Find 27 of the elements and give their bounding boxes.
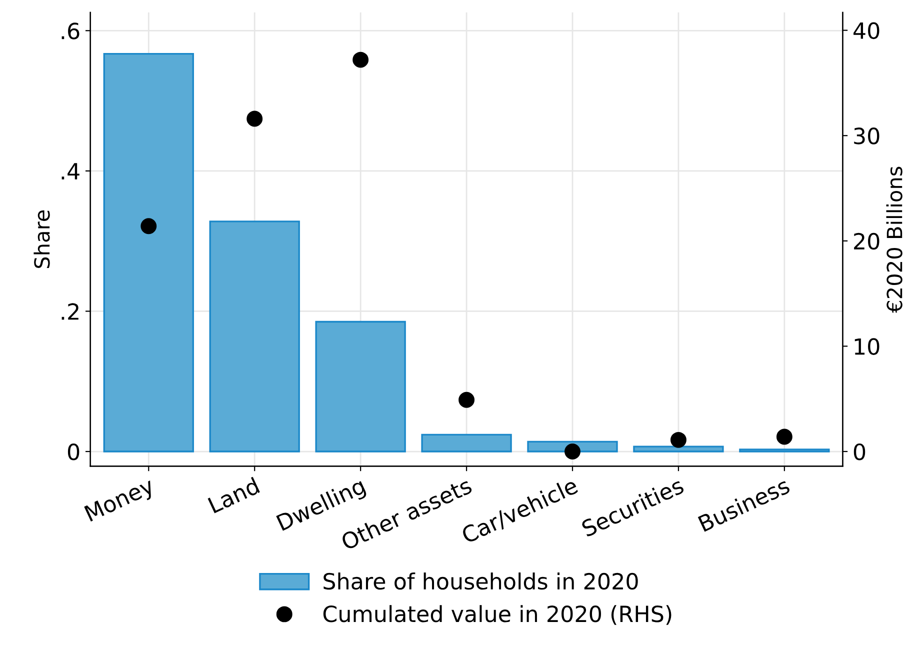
bar <box>421 434 512 452</box>
y2-tick-label: 40 <box>854 22 880 40</box>
point <box>564 444 580 460</box>
legend-label: Share of households in 2020 <box>324 572 638 590</box>
y2-axis-title: €2020 Billions <box>886 166 902 313</box>
point <box>246 110 263 127</box>
legend-label: Cumulated value in 2020 (RHS) <box>323 605 672 625</box>
y-tick-label: .6 <box>62 22 80 40</box>
point <box>670 432 686 448</box>
bar <box>209 220 300 452</box>
y2-tick-label: 20 <box>854 232 880 250</box>
bar <box>633 446 724 452</box>
point <box>352 52 369 68</box>
y-axis-title: Share <box>34 210 50 268</box>
y-tick-label: 0 <box>68 443 80 460</box>
y-tick-label: .4 <box>62 163 80 180</box>
bar <box>103 52 194 452</box>
y2-tick-label: 10 <box>854 338 880 355</box>
point <box>458 392 475 408</box>
y2-tick-label: 0 <box>854 443 866 460</box>
point <box>776 428 792 445</box>
point <box>140 218 157 234</box>
bar <box>315 320 406 452</box>
y-tick-label: .2 <box>62 303 78 320</box>
y2-tick-label: 30 <box>854 128 880 144</box>
bar <box>739 448 830 452</box>
x-tick-label: Land <box>207 476 260 514</box>
